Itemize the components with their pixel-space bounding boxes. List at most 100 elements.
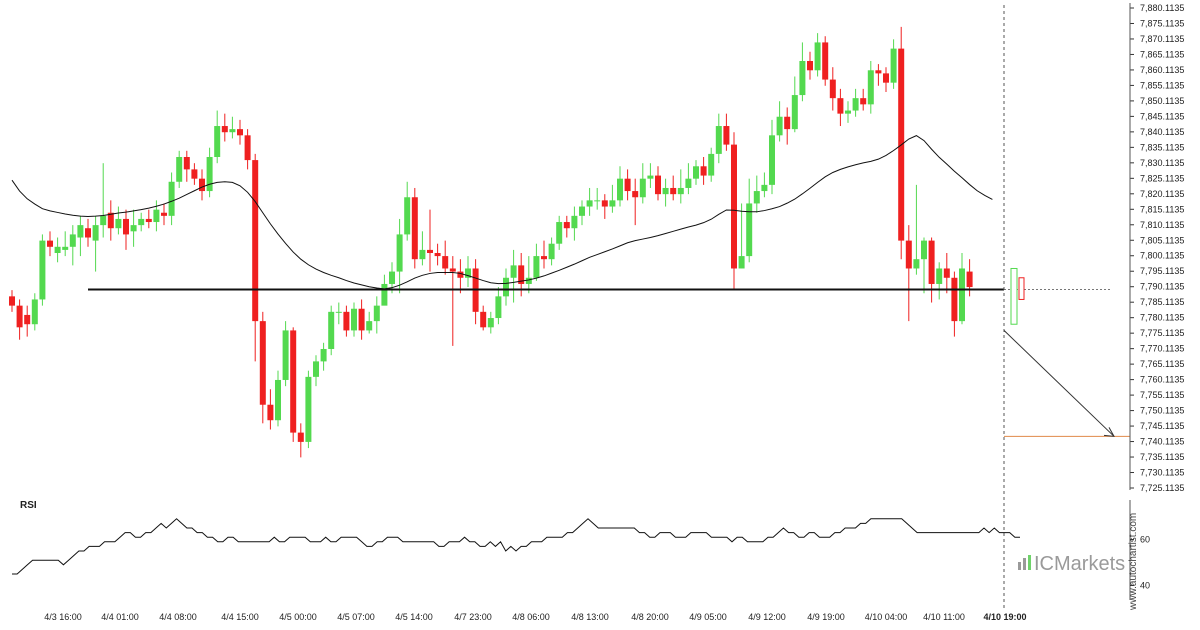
y-tick-label: 7,760.1135 [1140,375,1184,385]
candle-body [799,60,806,96]
y-tick-label: 7,780.1135 [1140,313,1184,323]
candle-body [860,98,867,105]
candle-body [807,60,813,71]
y-tick-label: 7,860.1135 [1140,65,1184,75]
watermark-logo: ICMarkets [1018,553,1125,575]
candle-body [791,95,798,130]
candle-body [662,187,669,195]
candle-body [297,432,304,442]
candle-body [753,191,760,204]
x-tick-label: 4/10 11:00 [923,612,965,622]
rsi-panel: RSI 60 40 [12,500,1150,600]
y-tick-label: 7,810.1135 [1140,220,1184,230]
candle-body [951,277,958,322]
candle-body [31,299,38,325]
candle-body [39,240,46,300]
rsi-tick-label: 40 [1140,581,1150,591]
candle-body [214,126,221,157]
candle-body [221,126,228,133]
rsi-label: RSI [20,500,37,511]
candle-body [905,240,912,269]
candle-body [503,277,509,297]
y-tick-label: 7,830.1135 [1140,158,1184,168]
candle-body [594,200,601,202]
candle-body [738,256,745,269]
x-tick-label: 4/5 00:00 [279,612,317,622]
candle-body [259,321,266,405]
candle-body [107,212,114,229]
x-tick-label: 4/4 08:00 [159,612,197,622]
y-tick-label: 7,870.1135 [1140,34,1184,44]
x-tick-label: 4/9 05:00 [689,612,727,622]
candle-body [373,305,380,322]
candle-body [700,166,707,176]
rsi-axis: 60 40 [1129,500,1150,600]
y-tick-label: 7,825.1135 [1140,173,1184,183]
y-tick-label: 7,765.1135 [1140,359,1184,369]
rsi-line [12,518,1020,575]
candle-body [632,191,639,198]
candle-body [959,268,965,322]
y-tick-label: 7,745.1135 [1140,421,1184,431]
y-tick-label: 7,850.1135 [1140,96,1184,106]
y-tick-label: 7,785.1135 [1140,297,1184,307]
candle-body [130,225,137,232]
y-tick-label: 7,835.1135 [1140,142,1184,152]
candle-body [601,200,608,207]
candle-body [199,178,205,192]
y-tick-label: 7,730.1135 [1140,468,1184,478]
y-tick-label: 7,875.1135 [1140,18,1184,28]
y-tick-label: 7,865.1135 [1140,49,1184,59]
candle-body [480,311,487,328]
candle-body [685,178,692,188]
candle-body [670,187,677,195]
candle-body [579,206,585,216]
candle-body [305,376,312,442]
ic-markets-logo: ICMarkets [1034,553,1125,575]
candle-body [639,178,646,198]
time-axis: 4/3 16:00 4/4 01:00 4/4 08:00 4/4 15:00 4/5 … [44,612,1026,622]
candle-body [320,348,327,362]
candle-body [533,256,540,278]
candle-body [24,314,31,325]
candle-body [731,144,737,269]
x-tick-label: 4/10 19:00 [983,612,1026,622]
candle-body [814,42,821,71]
candle-body [427,249,433,253]
candle-body [647,175,654,179]
candle-body [434,252,441,257]
candle-body [769,135,775,185]
price-plot [9,5,1130,610]
candle-body [624,178,631,192]
candle-body [465,268,471,278]
candle-body [708,153,715,176]
candle-body [541,256,547,260]
candle-body [351,308,357,331]
candle-body [776,116,783,136]
candle-body [206,156,213,192]
candle-body [822,42,829,80]
x-tick-label: 4/4 01:00 [101,612,139,622]
candle-body [495,296,502,319]
candle-body [100,215,107,226]
candle-body [161,212,167,216]
candle-body [943,268,950,278]
candle-body [655,175,661,195]
candle-body [176,156,183,182]
candle-body [168,181,175,216]
candle-body [404,197,411,235]
projection-candle-up [1010,267,1018,325]
y-tick-label: 7,795.1135 [1140,266,1184,276]
y-tick-label: 7,820.1135 [1140,189,1184,199]
candle-body [966,271,973,288]
candle-body [723,126,730,145]
candle-body [358,308,365,331]
candle-body [335,311,342,313]
candle-body [867,70,874,105]
candle-body [449,268,456,272]
x-tick-label: 4/4 15:00 [221,612,259,622]
candle-body [9,296,15,306]
candle-body [381,283,388,306]
candle-body [921,240,927,260]
candle-body [290,330,297,433]
